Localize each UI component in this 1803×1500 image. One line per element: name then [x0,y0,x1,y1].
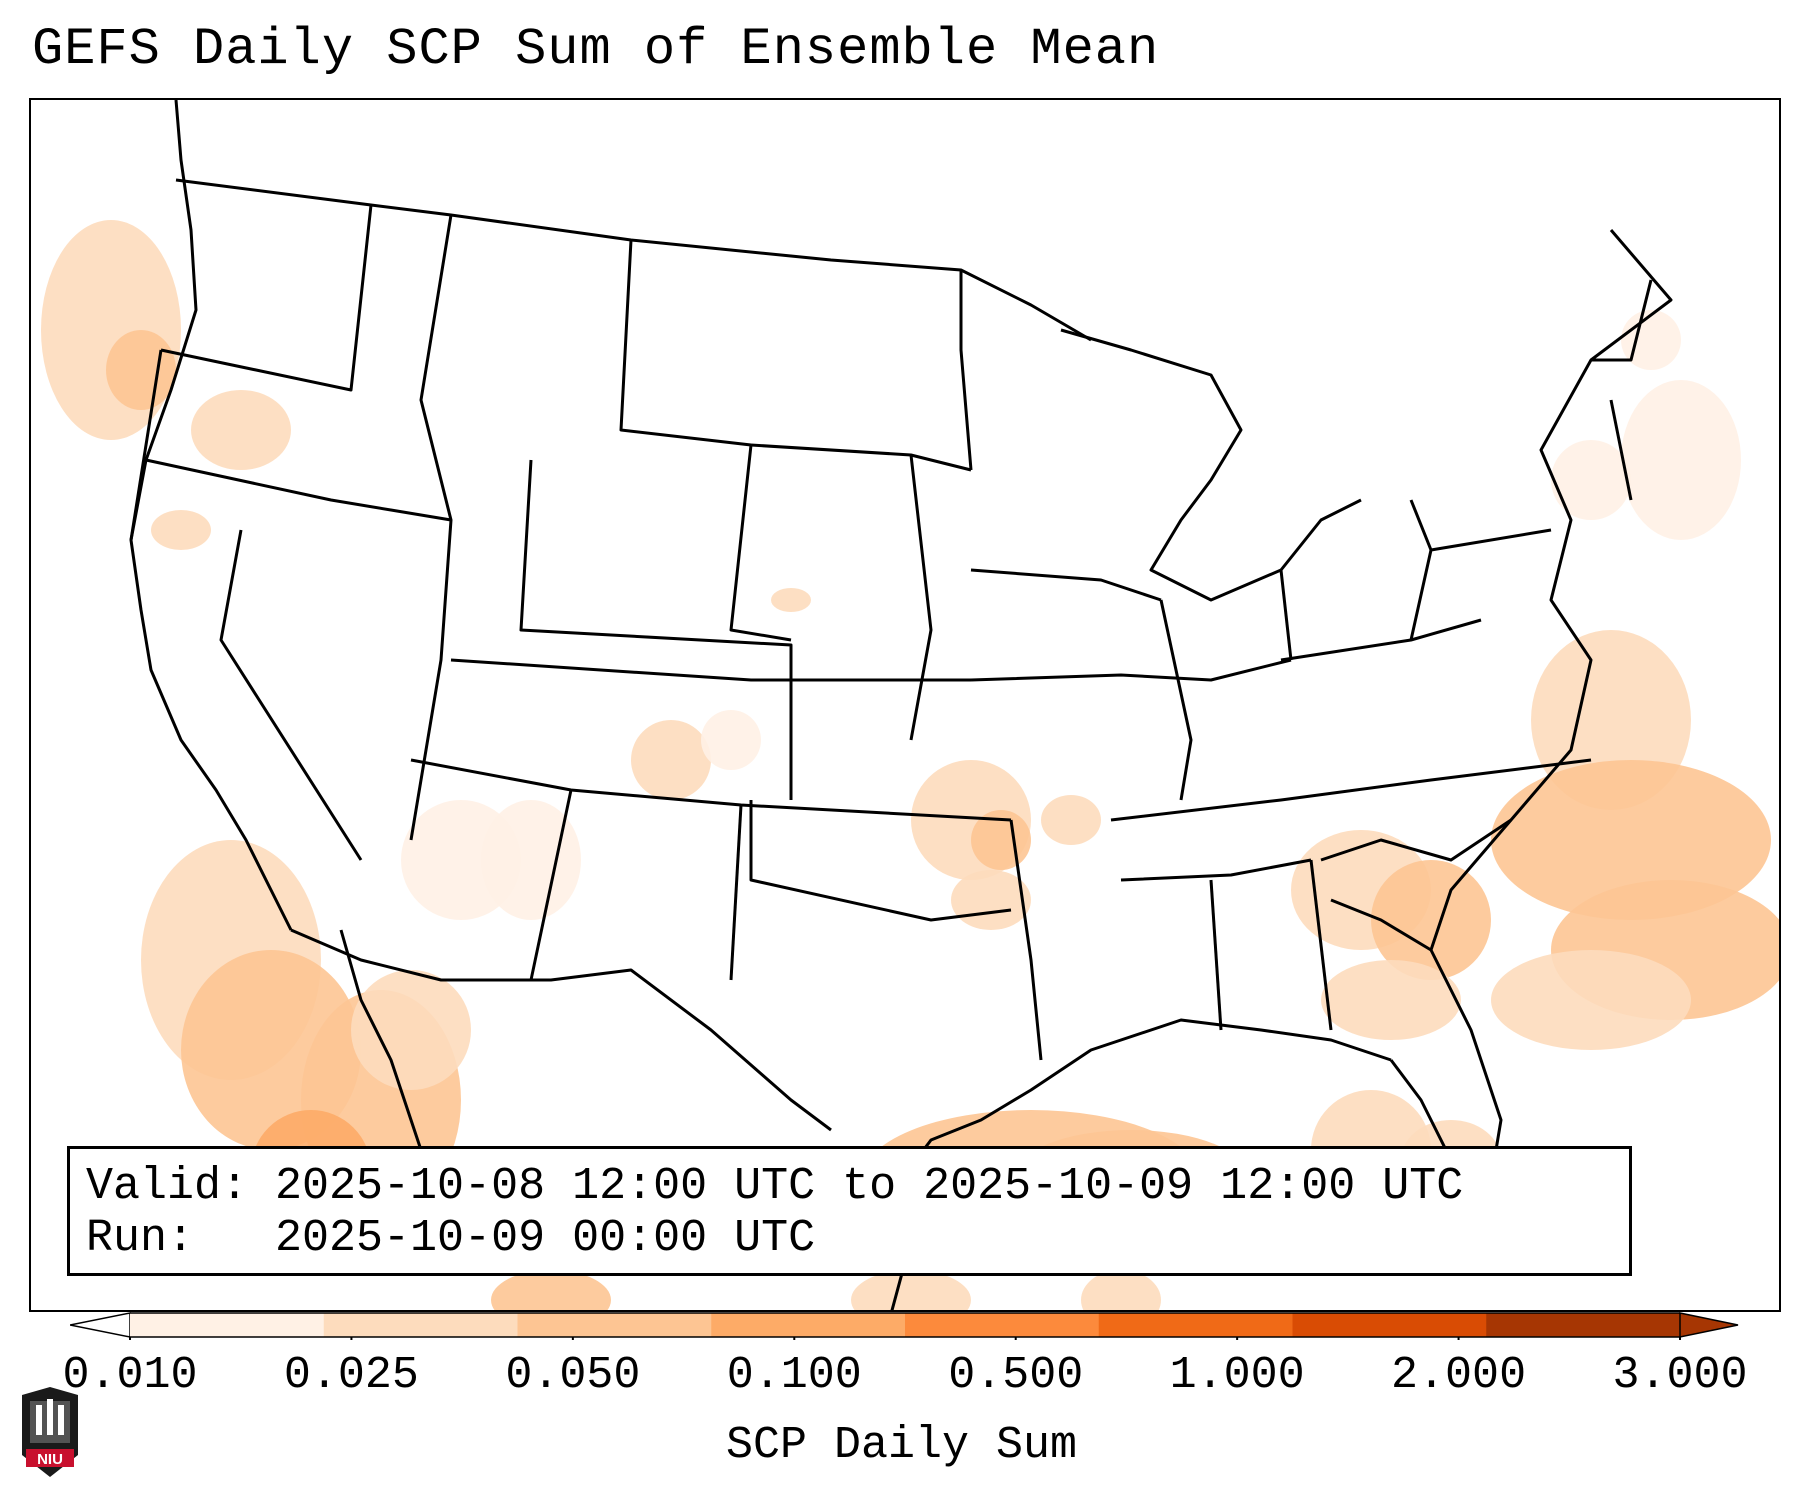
great-lakes [1060,328,1362,602]
colorbar-extend-min [70,1312,131,1338]
colorbar-tick-label: 3.000 [1612,1350,1748,1401]
niu-logo-text: NIU [37,1451,63,1468]
scp-shade-cell [481,800,581,920]
colorbar-extend-max [1679,1312,1739,1338]
colorbar-tick-label: 0.010 [62,1350,198,1401]
colorbar-label: SCP Daily Sum [725,1420,1078,1471]
pacific-coastline [129,100,293,931]
colorbar-tick-label: 2.000 [1391,1350,1527,1401]
colorbar-tick-label: 0.500 [948,1350,1084,1401]
scp-shade-cell [191,390,291,470]
scp-shade-cell [1041,795,1101,845]
scp-shade-cell [1371,860,1491,980]
colorbar-segment [905,1313,1100,1337]
validity-info-box: Valid: 2025-10-08 12:00 UTC to 2025-10-0… [67,1146,1632,1276]
run-time-text: Run: 2025-10-09 00:00 UTC [86,1213,816,1264]
colorbar-segment [1292,1313,1487,1337]
colorbar-segment [1486,1313,1681,1337]
canada-border [175,178,1092,342]
map-title: GEFS Daily SCP Sum of Ensemble Mean [32,20,1160,79]
scp-shade-cell [851,1270,971,1310]
state-boundaries [129,100,1673,1310]
colorbar-tick-label: 0.050 [505,1350,641,1401]
scp-shade-cell [1491,760,1771,920]
colorbar-tick-label: 0.025 [283,1350,419,1401]
colorbar-segment [323,1313,518,1337]
scp-shade-cell [1081,1270,1161,1310]
scp-shade-cell [1491,950,1691,1050]
colorbar-tick-label: 1.000 [1169,1350,1305,1401]
scp-shade-cell [631,720,711,800]
colorbar [70,1312,1739,1340]
scp-shade-cell [1321,960,1461,1040]
colorbar-segment [711,1313,906,1337]
valid-time-text: Valid: 2025-10-08 12:00 UTC to 2025-10-0… [86,1161,1464,1212]
scp-shade-cell [351,970,471,1090]
scp-shade-cell [1551,440,1631,520]
scp-shade-cell [491,1270,611,1310]
colorbar-segment [1098,1313,1293,1337]
map-panel [29,98,1781,1312]
baja-coast [339,929,433,1181]
niu-logo-icon: NIU [22,1387,78,1477]
colorbar-segments [70,1312,1739,1340]
colorbar-segment [130,1313,325,1337]
scp-shade-cell [1621,380,1741,540]
colorbar-tick-label: 0.100 [726,1350,862,1401]
map-canvas [41,100,1779,1310]
scp-shade-cell [701,710,761,770]
scp-shade-cell [771,588,811,612]
scp-shade-cell [106,330,176,410]
scp-shade-cell [151,510,211,550]
colorbar-tick-labels: 0.010 0.025 0.050 0.100 0.500 1.000 2.000 3.000 [0,1350,1803,1410]
colorbar-segment [517,1313,712,1337]
mexico-border [290,928,832,1132]
scp-shade-cell [41,220,181,440]
